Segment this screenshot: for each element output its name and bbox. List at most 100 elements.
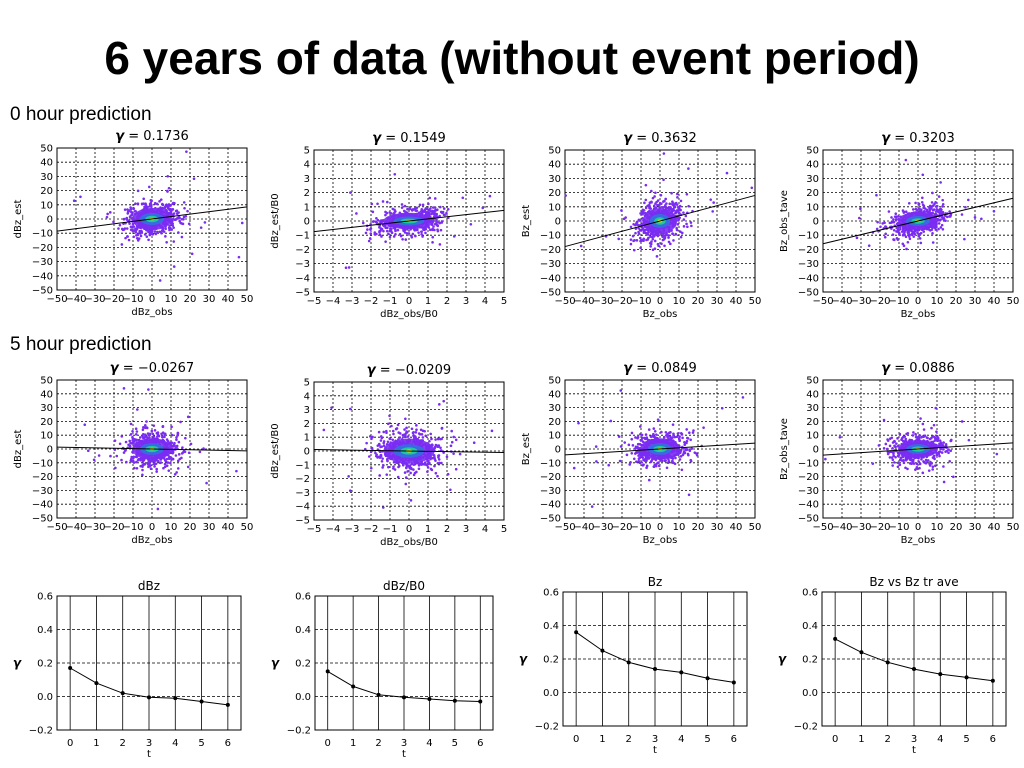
scatter-point: [159, 461, 163, 464]
scatter-point: [142, 426, 145, 429]
regression-line: [564, 442, 756, 456]
x-tick-label: −40: [65, 522, 86, 533]
scatter-point: [141, 428, 145, 432]
y-tick-label: 20: [806, 188, 819, 199]
scatter-point: [369, 435, 372, 438]
scatter-point: [160, 231, 163, 235]
scatter-point: [637, 459, 641, 463]
scatter-point: [921, 173, 925, 177]
scatter-point: [609, 419, 613, 423]
x-tick-label: −2: [364, 296, 379, 307]
x-axis-label: t: [653, 745, 657, 756]
scatter-point: [973, 216, 977, 219]
x-tick-label: 2: [444, 296, 450, 307]
scatter-point: [162, 230, 166, 233]
scatter-point: [385, 229, 389, 233]
scatter-point: [648, 205, 651, 209]
scatter-point: [174, 454, 178, 457]
data-point: [199, 699, 204, 704]
y-tick-label: 0.0: [543, 688, 559, 699]
scatter-point: [155, 202, 159, 206]
y-tick-label: −50: [32, 286, 53, 297]
scatter-point: [177, 453, 181, 456]
x-tick-label: 0: [915, 522, 921, 533]
scatter-point: [936, 439, 939, 443]
scatter-point: [132, 456, 135, 460]
scatter-point: [125, 216, 129, 220]
x-tick-label: 30: [711, 296, 724, 307]
scatter-point: [133, 210, 136, 213]
scatter-point: [920, 208, 923, 212]
y-tick-label: 4: [304, 391, 310, 402]
scatter-point: [173, 218, 177, 221]
scatter-point: [900, 459, 903, 462]
x-tick-label: −20: [611, 296, 632, 307]
scatter-point: [126, 208, 129, 211]
scatter-point: [636, 450, 640, 454]
x-tick-label: 6: [990, 734, 996, 745]
scatter-point: [164, 460, 168, 463]
y-tick-label: 0.4: [295, 625, 311, 636]
scatter-point: [654, 206, 658, 209]
y-tick-label: 20: [548, 188, 561, 199]
scatter-point: [124, 440, 128, 444]
y-tick-label: −40: [798, 500, 819, 511]
gamma-value: 0.1549: [400, 131, 446, 146]
x-tick-label: 4: [678, 734, 684, 745]
scatter-point: [122, 451, 126, 454]
scatter-point: [118, 442, 122, 446]
scatter-point: [877, 444, 881, 447]
scatter-point: [421, 429, 425, 433]
scatter-point: [129, 214, 133, 217]
y-tick-label: −4: [295, 273, 310, 284]
y-tick-label: −20: [798, 245, 819, 256]
gamma-title: γ = 0.0849: [623, 361, 697, 376]
scatter-point: [890, 456, 894, 459]
y-tick-label: 0: [304, 217, 310, 228]
scatter-point: [898, 463, 902, 467]
x-tick-label: 10: [165, 294, 178, 305]
scatter-point: [182, 201, 186, 204]
scatter-point: [910, 462, 913, 465]
scatter-point: [675, 228, 679, 232]
scatter-point: [898, 231, 901, 235]
scatter-point: [921, 422, 925, 426]
scatter-point: [679, 230, 682, 234]
scatter-point: [386, 458, 389, 462]
scatter-point: [883, 221, 886, 225]
scatter-point: [440, 427, 444, 430]
scatter-point: [355, 212, 358, 215]
scatter-point: [150, 429, 154, 433]
scatter-point: [995, 452, 999, 456]
x-tick-label: 50: [1007, 522, 1020, 533]
scatter-point: [481, 206, 485, 210]
y-tick-label: 0.6: [802, 588, 818, 599]
scatter-point: [687, 453, 690, 457]
scatter-point: [639, 239, 642, 243]
y-tick-label: −0.2: [535, 722, 559, 733]
scatter-point: [906, 230, 910, 233]
scatter-point: [150, 460, 154, 463]
scatter-point: [641, 226, 644, 229]
scatter-point: [421, 235, 424, 238]
scatter-point: [152, 462, 156, 466]
scatter-point: [382, 430, 386, 434]
scatter-point: [904, 158, 908, 162]
scatter-point: [908, 237, 912, 241]
scatter-point: [175, 209, 179, 213]
y-tick-label: −2: [295, 474, 310, 485]
scatter-point: [914, 435, 918, 439]
scatter-point: [173, 473, 177, 476]
y-tick-label: 0: [47, 215, 53, 226]
scatter-point: [164, 235, 167, 238]
scatter-point: [385, 431, 388, 435]
scatter-point: [572, 466, 576, 470]
scatter-point: [132, 225, 136, 228]
y-tick-label: 0.2: [543, 655, 559, 666]
x-tick-label: 0: [657, 296, 663, 307]
scatter-point: [97, 454, 101, 457]
scatter-point: [674, 211, 677, 215]
scatter-point: [426, 470, 429, 473]
x-tick-label: −30: [592, 296, 613, 307]
